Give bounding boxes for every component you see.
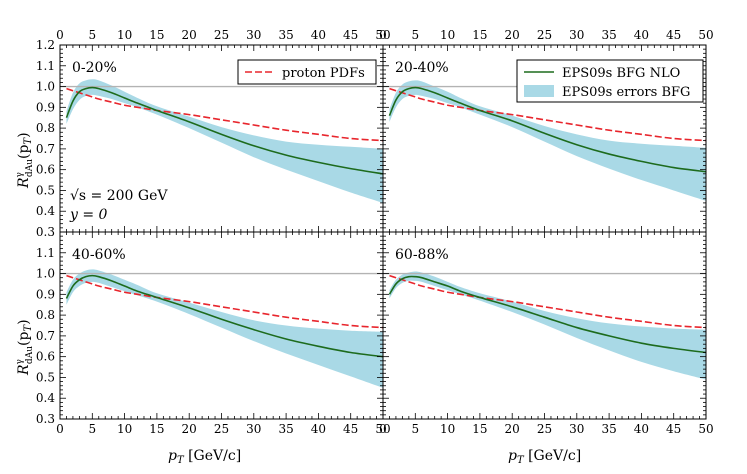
y-axis-title-top: RγdAu(pT) — [15, 132, 35, 189]
x-tick-label: 15 — [149, 422, 164, 436]
x-tick-label: 45 — [666, 28, 681, 42]
y-tick-label: 0.9 — [36, 287, 55, 301]
y-tick-label: 0.3 — [36, 225, 55, 239]
x-tick-label: 25 — [214, 422, 229, 436]
x-tick-label: 0 — [56, 422, 64, 436]
x-tick-label: 10 — [117, 422, 132, 436]
y-tick-label: 0.4 — [36, 204, 55, 218]
error-band-panel-1 — [66, 79, 384, 203]
eps09s-curve-panel-4 — [388, 275, 707, 354]
error-bands — [66, 79, 706, 388]
curves — [65, 86, 707, 358]
x-tick-label: 50 — [375, 28, 390, 42]
y-tick-label: 1.0 — [36, 80, 55, 94]
x-tick-label: 30 — [246, 422, 261, 436]
proton-pdf-curve-panel-3 — [66, 274, 384, 329]
y-axis-title-bottom: RγdAu(pT) — [15, 319, 35, 376]
y-tick-label: 0.6 — [36, 163, 55, 177]
x-tick-label: 5 — [411, 422, 419, 436]
x-tick-label: 10 — [440, 28, 455, 42]
panel-label-4: 60-88% — [395, 247, 449, 263]
x-tick-label: 35 — [278, 28, 293, 42]
x-tick-label: 25 — [214, 28, 229, 42]
legend-label-proton: proton PDFs — [282, 66, 365, 81]
ticks — [59, 44, 707, 420]
proton-pdf-curve-panel-4 — [389, 274, 707, 329]
x-tick-label: 30 — [569, 28, 584, 42]
x-tick-label: 15 — [472, 422, 487, 436]
x-tick-label: 30 — [246, 28, 261, 42]
y-tick-label: 0.6 — [36, 350, 55, 364]
error-band-panel-3 — [66, 269, 384, 388]
y-tick-label: 1.0 — [36, 267, 55, 281]
x-tick-label: 5 — [88, 422, 96, 436]
x-tick-label: 20 — [505, 28, 520, 42]
eps09s-curve-panel-3 — [65, 274, 384, 358]
x-tick-label: 45 — [343, 422, 358, 436]
eps09s-curve-panel-2 — [388, 86, 707, 173]
x-tick-label: 45 — [666, 422, 681, 436]
x-tick-label: 40 — [311, 422, 326, 436]
x-tick-label: 50 — [698, 28, 713, 42]
y-tick-label: 0.5 — [36, 183, 55, 197]
x-tick-label: 15 — [149, 28, 164, 42]
proton-pdf-curve-panel-2 — [389, 87, 707, 142]
x-tick-label: 0 — [56, 28, 64, 42]
panel-label-3: 40-60% — [72, 247, 126, 263]
x-tick-label: 15 — [472, 28, 487, 42]
x-tick-label: 25 — [537, 28, 552, 42]
x-tick-label: 0 — [379, 422, 387, 436]
x-tick-label: 5 — [88, 28, 96, 42]
x-tick-label: 5 — [411, 28, 419, 42]
y-tick-label: 1.2 — [36, 38, 55, 52]
legend-label-errors: EPS09s errors BFG — [562, 85, 690, 100]
x-tick-label: 35 — [601, 28, 616, 42]
x-tick-label: 25 — [537, 422, 552, 436]
x-tick-label: 40 — [634, 422, 649, 436]
panel-labels: 0-20% 20-40% 40-60% 60-88% — [72, 60, 449, 263]
x-tick-label: 0 — [379, 28, 387, 42]
x-tick-label: 35 — [601, 422, 616, 436]
x-axis-title-left: pT [GeV/c] — [168, 448, 241, 466]
y-tick-label: 0.9 — [36, 100, 55, 114]
x-tick-label: 30 — [569, 422, 584, 436]
y-tick-label: 0.4 — [36, 391, 55, 405]
eps09s-curve-panel-1 — [65, 86, 384, 175]
x-tick-label: 50 — [375, 422, 390, 436]
x-tick-label: 20 — [182, 28, 197, 42]
y-tick-label: 1.1 — [36, 59, 55, 73]
legend-label-eps: EPS09s BFG NLO — [562, 66, 680, 81]
y-tick-label: 0.7 — [36, 142, 55, 156]
y-tick-label: 1.1 — [36, 246, 55, 260]
y-tick-label: 0.8 — [36, 308, 55, 322]
y-tick-label: 0.5 — [36, 370, 55, 384]
panel-label-2: 20-40% — [395, 60, 449, 76]
x-tick-label: 10 — [440, 422, 455, 436]
x-tick-label: 45 — [343, 28, 358, 42]
x-tick-label: 35 — [278, 422, 293, 436]
x-tick-label: 50 — [698, 422, 713, 436]
annotation-energy: √s = 200 GeV — [70, 188, 168, 204]
proton-pdf-curve-panel-1 — [66, 87, 384, 142]
y-tick-label: 0.8 — [36, 121, 55, 135]
annotation-rapidity: y = 0 — [69, 207, 108, 223]
x-tick-label: 20 — [182, 422, 197, 436]
x-tick-label: 20 — [505, 422, 520, 436]
tick-labels: 0.30.40.50.60.70.80.91.01.11.20 5 10 15 20 25… — [36, 28, 714, 436]
legend-swatch-errors — [524, 85, 554, 97]
error-band-panel-2 — [389, 80, 706, 201]
y-tick-label: 0.3 — [36, 412, 55, 426]
error-band-panel-4 — [389, 271, 706, 380]
x-axis-title-right: pT [GeV/c] — [508, 448, 581, 466]
x-tick-label: 10 — [117, 28, 132, 42]
panel-label-1: 0-20% — [72, 60, 117, 76]
x-tick-label: 40 — [311, 28, 326, 42]
x-tick-label: 40 — [634, 28, 649, 42]
y-tick-label: 0.7 — [36, 329, 55, 343]
